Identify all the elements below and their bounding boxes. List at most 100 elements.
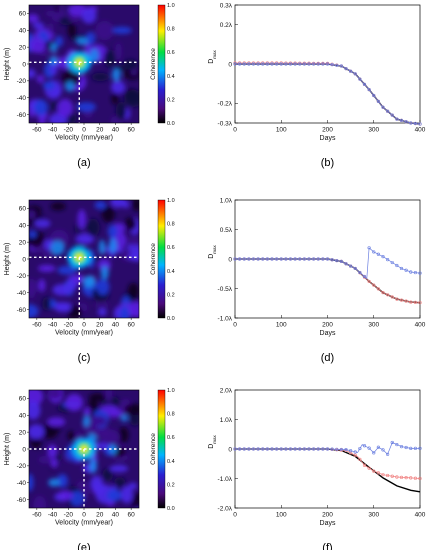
- series-blue-point: [376, 99, 380, 103]
- colorbar-tick-label: 0.8: [167, 412, 175, 418]
- heatmap-blob: [50, 240, 65, 255]
- series-blue-point: [251, 257, 256, 261]
- series-blue-point: [247, 447, 251, 451]
- y-tick-label: 0: [228, 256, 232, 263]
- heatmap-blob: [54, 304, 72, 313]
- heatmap-blob: [32, 22, 45, 29]
- heatmap-blob: [89, 48, 99, 63]
- series-red-line: [235, 448, 421, 479]
- series-red-point: [395, 475, 399, 479]
- heatmap-blob: [109, 444, 118, 455]
- heatmap-blob: [127, 282, 139, 298]
- x-tick-label: -20: [64, 322, 74, 329]
- line-panel: 0 100 200 300 400 1.0λ 0.5λ 0 -0.5λ -1.0λ Days Dmax…: [208, 197, 426, 364]
- heatmap-blob: [100, 405, 118, 413]
- heatmap-blob: [124, 217, 137, 231]
- series-red-point: [409, 476, 413, 480]
- series-red-point: [381, 473, 385, 477]
- y-tick-label: 0.5λ: [220, 227, 233, 234]
- heatmap-blob: [82, 275, 95, 289]
- x-tick-label: -40: [48, 322, 58, 329]
- series-blue-point: [381, 448, 385, 452]
- x-tick-label: 0: [233, 322, 237, 329]
- heatmap-blob: [115, 101, 127, 121]
- series-blue-point: [288, 62, 293, 66]
- heatmap-blob: [132, 200, 139, 212]
- heatmap-blob: [29, 400, 41, 420]
- x-tick-label: 60: [128, 127, 136, 134]
- heatmap-blob: [120, 414, 128, 422]
- heatmap-blob: [100, 429, 121, 445]
- series-blue-point: [335, 258, 339, 263]
- colorbar-tick-label: 0.0: [167, 316, 175, 322]
- series-blue-line: [235, 63, 421, 125]
- colorbar-tick-label: 1.0: [167, 388, 175, 394]
- series-blue-point: [413, 121, 417, 126]
- y-tick-label: 60: [19, 206, 27, 213]
- heatmap-blob: [57, 265, 77, 275]
- series-blue-point: [288, 447, 293, 451]
- colorbar: 1.0 0.8 0.6 0.4 0.2 0.0 Coherence: [150, 388, 175, 512]
- heatmap-blob: [83, 407, 91, 416]
- series-blue-point: [233, 257, 237, 261]
- x-tick-label: -20: [64, 512, 74, 519]
- colorbar-tick-label: 0.2: [167, 292, 175, 298]
- panel-caption: (e): [77, 542, 90, 550]
- heatmap-blob: [58, 5, 66, 13]
- x-axis-label: Days: [320, 520, 336, 527]
- series-red-point: [404, 299, 408, 303]
- series-blue-point: [367, 87, 371, 92]
- heatmap-blob: [97, 259, 111, 271]
- series-blue-point: [238, 447, 242, 451]
- series-blue-point: [279, 257, 283, 261]
- y-tick-label: -20: [17, 273, 27, 280]
- heatmap-blob: [50, 458, 58, 469]
- series-red-point: [399, 298, 404, 302]
- series-blue-point: [399, 266, 404, 271]
- series-red-point: [399, 475, 404, 479]
- heatmap-blob: [106, 489, 122, 502]
- series-blue-point: [270, 447, 274, 451]
- series-blue-line: [235, 442, 420, 455]
- y-tick-label: -40: [17, 290, 27, 297]
- series-blue-point: [256, 447, 260, 451]
- series-red-point: [386, 293, 390, 297]
- series-blue-point: [390, 260, 394, 265]
- heatmap-blob: [114, 477, 126, 488]
- heatmap-image: [29, 200, 139, 318]
- heatmap-blob: [29, 210, 36, 220]
- series-red-point: [358, 457, 362, 461]
- heatmap-blob: [67, 430, 75, 441]
- series-blue-point: [376, 252, 380, 256]
- y-axis-label: Dmax: [208, 244, 217, 258]
- panel-caption: (f): [322, 542, 332, 550]
- series-blue-point: [404, 268, 408, 272]
- series-blue-point: [418, 122, 422, 126]
- series-blue-point: [390, 113, 394, 117]
- line-panel: 0 100 200 300 400 0.3λ 0.2λ 0 -0.2λ -0.3λ Days Dmax…: [208, 2, 426, 169]
- series-blue-point: [233, 447, 237, 451]
- x-axis-label: Velocity (mm/year): [55, 135, 113, 142]
- heatmap-blob: [115, 42, 122, 61]
- y-tick-label: -60: [17, 497, 27, 504]
- heatmap-blob: [109, 464, 129, 473]
- heatmap-blob: [103, 49, 116, 68]
- y-tick-label: -1.0λ: [218, 315, 233, 322]
- heatmap-blob: [65, 393, 84, 412]
- series-blue-point: [316, 62, 320, 66]
- series-blue-point: [288, 257, 293, 261]
- series-blue-point: [395, 263, 399, 268]
- x-tick-label: -40: [48, 127, 58, 134]
- heatmap-blob: [120, 485, 133, 504]
- colorbar-label: Coherence: [150, 243, 157, 275]
- heatmap-blob: [47, 22, 54, 33]
- x-tick-label: 0: [233, 127, 237, 134]
- series-red-point: [395, 297, 399, 301]
- y-tick-label: -2.0λ: [218, 505, 233, 512]
- colorbar-tick-label: 0.6: [167, 245, 175, 251]
- x-tick-label: 400: [415, 127, 426, 134]
- colorbar-tick-label: 0.4: [167, 74, 175, 80]
- heatmap-blob: [88, 415, 107, 427]
- series-blue-point: [372, 250, 376, 254]
- series-blue-point: [316, 257, 320, 261]
